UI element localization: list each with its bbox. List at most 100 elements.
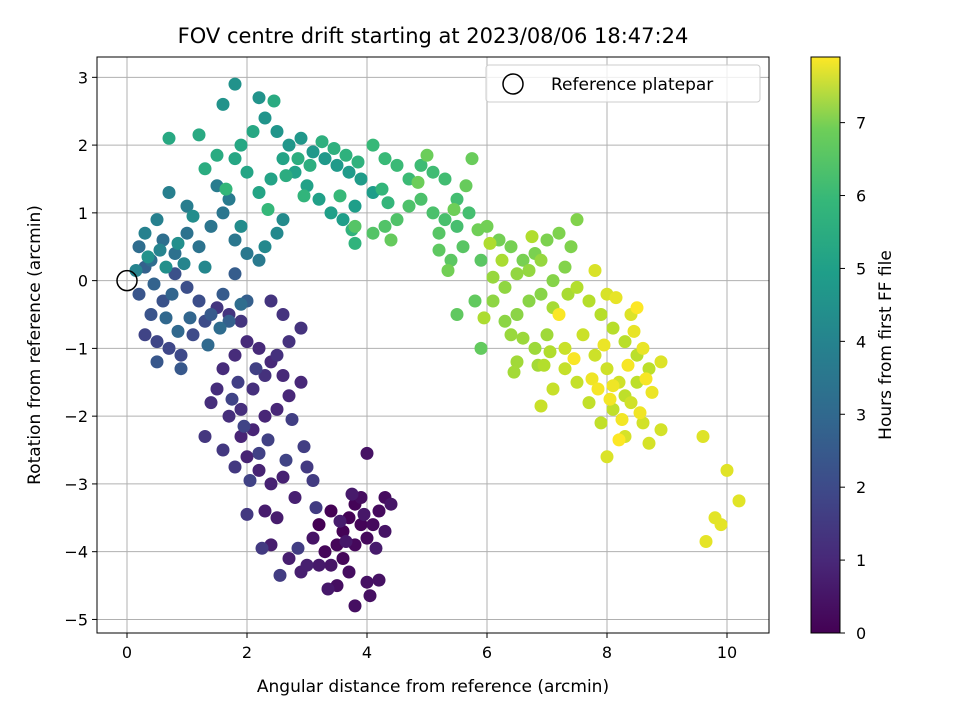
- data-point: [216, 97, 230, 111]
- data-point: [528, 341, 542, 355]
- data-point: [594, 308, 608, 321]
- data-point: [285, 413, 299, 426]
- data-point: [318, 545, 332, 559]
- data-point: [576, 328, 590, 342]
- data-point: [162, 131, 176, 145]
- data-point: [225, 392, 239, 406]
- data-point: [216, 287, 230, 301]
- x-tick-label: 2: [242, 643, 252, 662]
- y-tick-label: −4: [64, 543, 88, 562]
- data-point: [252, 91, 266, 105]
- data-point: [240, 507, 254, 521]
- data-point: [246, 125, 260, 138]
- data-point: [258, 240, 272, 254]
- data-point: [630, 301, 644, 315]
- data-point: [654, 423, 668, 437]
- data-point: [294, 131, 308, 145]
- data-point: [558, 341, 572, 355]
- data-point: [234, 314, 248, 328]
- data-point: [312, 558, 326, 572]
- data-point: [234, 138, 248, 152]
- data-point: [216, 206, 230, 220]
- data-point: [642, 362, 656, 376]
- data-point: [198, 430, 212, 443]
- data-point: [699, 535, 713, 548]
- data-point: [306, 474, 320, 487]
- data-point: [534, 253, 548, 267]
- data-point: [297, 440, 311, 454]
- data-point: [627, 324, 641, 338]
- data-point: [228, 348, 242, 362]
- data-point: [234, 430, 248, 443]
- data-point: [432, 226, 446, 240]
- data-point: [543, 345, 557, 359]
- data-point: [342, 565, 356, 579]
- data-points: [129, 77, 746, 613]
- colorbar-tick-label: 7: [856, 114, 866, 133]
- data-point: [261, 203, 275, 216]
- data-point: [534, 399, 548, 413]
- data-point: [375, 182, 389, 196]
- data-point: [378, 219, 392, 233]
- data-point: [288, 491, 302, 504]
- data-point: [372, 504, 386, 518]
- data-point: [714, 518, 728, 532]
- data-point: [585, 372, 599, 386]
- data-point: [156, 233, 170, 247]
- y-tick-label: 0: [78, 272, 88, 291]
- data-point: [570, 213, 584, 227]
- data-point: [228, 460, 242, 474]
- data-point: [447, 203, 461, 216]
- data-point: [609, 291, 623, 305]
- data-point: [330, 158, 344, 172]
- data-point: [582, 294, 596, 308]
- data-point: [270, 511, 284, 525]
- data-point: [294, 321, 308, 335]
- data-point: [267, 94, 281, 108]
- data-point: [654, 355, 668, 369]
- data-point: [411, 175, 425, 189]
- data-point: [276, 470, 290, 484]
- data-point: [510, 308, 524, 321]
- data-point: [510, 355, 524, 369]
- reference-marker: [116, 269, 138, 292]
- data-point: [381, 196, 395, 210]
- data-point: [516, 331, 530, 345]
- data-point: [264, 477, 278, 491]
- data-point: [603, 392, 617, 406]
- data-point: [186, 209, 200, 223]
- data-point: [282, 335, 296, 349]
- data-point: [270, 226, 284, 240]
- data-point: [588, 348, 602, 362]
- data-point: [306, 145, 320, 159]
- data-point: [546, 382, 560, 396]
- data-point: [276, 369, 290, 382]
- data-point: [348, 599, 362, 613]
- data-point: [228, 77, 242, 91]
- data-point: [204, 219, 218, 233]
- legend-marker: [502, 73, 524, 95]
- colorbar-tick-label: 0: [856, 624, 866, 643]
- data-point: [234, 219, 248, 233]
- y-tick-label: 2: [78, 136, 88, 155]
- data-point: [186, 328, 200, 342]
- data-point: [450, 192, 464, 206]
- data-point: [369, 541, 383, 555]
- data-point: [180, 280, 194, 294]
- data-point: [273, 568, 287, 582]
- data-point: [621, 358, 635, 372]
- data-point: [414, 192, 428, 206]
- data-point: [480, 219, 494, 233]
- data-point: [645, 385, 659, 399]
- data-point: [570, 375, 584, 389]
- data-point: [171, 236, 185, 250]
- data-point: [468, 294, 482, 308]
- data-point: [171, 324, 185, 338]
- data-point: [159, 260, 173, 274]
- data-point: [270, 348, 284, 362]
- data-point: [297, 189, 311, 203]
- colorbar-gradient: [810, 56, 841, 634]
- data-point: [318, 152, 332, 166]
- data-point: [507, 365, 521, 379]
- data-point: [174, 362, 188, 376]
